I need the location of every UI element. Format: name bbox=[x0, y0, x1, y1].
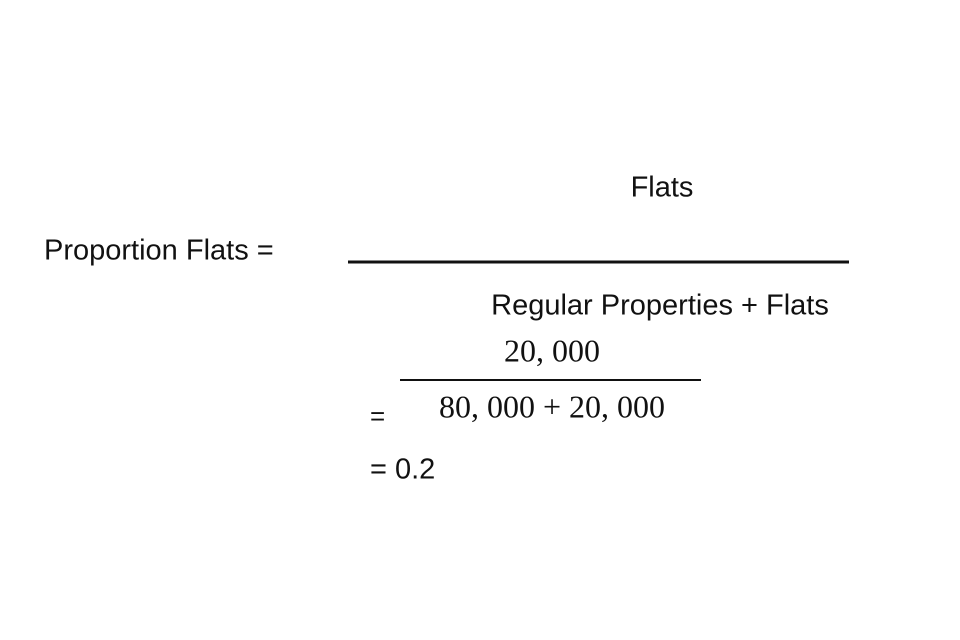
substitution-numerator: 20, 000 bbox=[504, 332, 600, 368]
substitution-equals: = bbox=[370, 401, 385, 431]
formula-denominator: Regular Properties + Flats bbox=[491, 290, 829, 322]
substitution-denominator: 80, 000 + 20, 000 bbox=[439, 388, 665, 424]
formula-numerator: Flats bbox=[631, 172, 694, 204]
formula-lhs: Proportion Flats = bbox=[44, 235, 274, 267]
result: = 0.2 bbox=[370, 454, 435, 486]
